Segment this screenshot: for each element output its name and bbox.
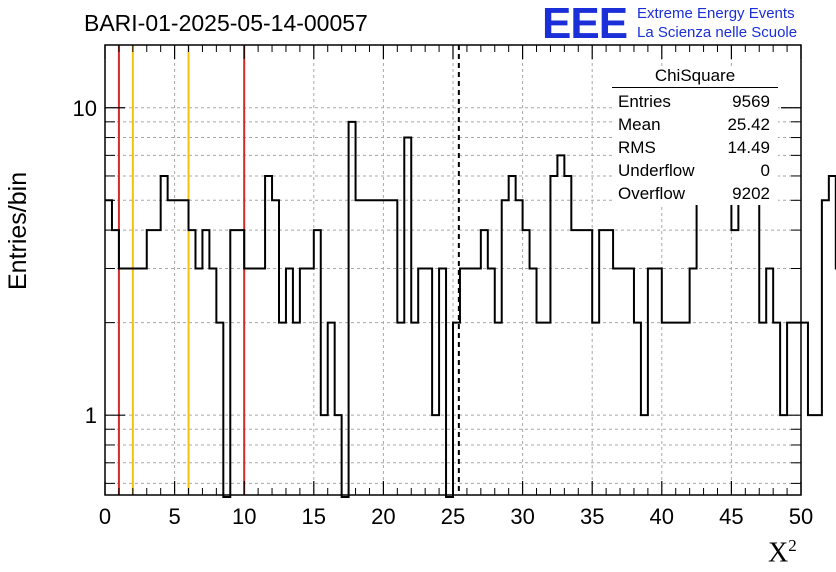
x-tick-label: 30 [510, 504, 534, 529]
x-axis-label-base: X [768, 537, 789, 569]
x-tick-label: 0 [99, 504, 111, 529]
x-tick-label: 15 [302, 504, 326, 529]
stats-label: Mean [618, 115, 661, 134]
stats-value: 14.49 [727, 138, 770, 157]
stats-label: Entries [618, 92, 671, 111]
stats-row: Underflow 0 [612, 159, 778, 182]
logo-line-1: Extreme Energy Events [637, 5, 795, 22]
eee-logo: EEE [542, 0, 628, 48]
stats-title: ChiSquare [612, 66, 778, 88]
stats-label: Overflow [618, 184, 686, 203]
x-tick-label: 25 [441, 504, 465, 529]
stats-value: 9202 [732, 184, 770, 203]
stats-row: Mean 25.42 [612, 113, 778, 136]
x-tick-label: 20 [371, 504, 395, 529]
y-axis-label: Entries/bin [4, 171, 32, 290]
x-tick-label: 5 [168, 504, 180, 529]
x-tick-label: 10 [232, 504, 256, 529]
y-tick-label: 10 [73, 96, 97, 121]
chart-title: BARI-01-2025-05-14-00057 [84, 10, 368, 36]
histogram-series [105, 120, 836, 498]
x-tick-label: 45 [719, 504, 743, 529]
stats-row: Entries 9569 [612, 90, 778, 113]
stats-value: 25.42 [727, 115, 770, 134]
x-axis-label-sup: 2 [788, 536, 797, 555]
y-tick-label: 1 [85, 403, 97, 428]
stats-row: RMS 14.49 [612, 136, 778, 159]
stats-value: 0 [760, 161, 770, 180]
logo-line-2: La Scienza nelle Scuole [637, 24, 798, 41]
reference-lines [117, 45, 460, 495]
x-tick-label: 50 [789, 504, 813, 529]
x-tick-label: 35 [580, 504, 604, 529]
axis-ticks: 0 5 10 15 20 25 30 35 40 45 50 1 10 [73, 45, 813, 529]
stats-label: RMS [618, 138, 656, 157]
x-tick-label: 40 [650, 504, 674, 529]
stats-row: Overflow 9202 [612, 182, 778, 205]
stats-value: 9569 [732, 92, 770, 111]
stats-label: Underflow [618, 161, 695, 180]
stats-box: ChiSquare Entries 9569 Mean 25.42 RMS 14.49… [612, 66, 778, 205]
x-axis-label: X2 [768, 536, 797, 569]
